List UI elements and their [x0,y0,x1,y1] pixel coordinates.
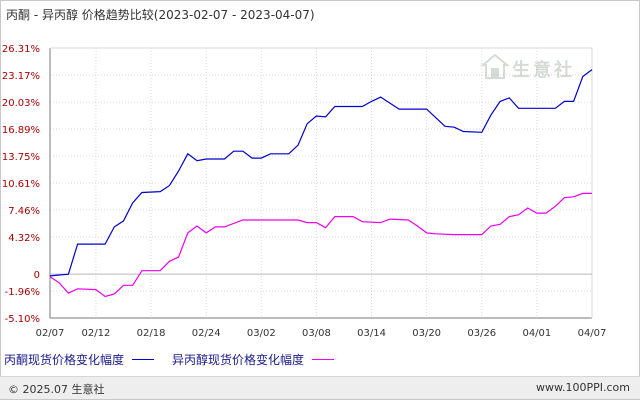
x-tick-label: 02/07 [36,328,65,339]
house-logo-icon [480,53,510,79]
y-tick-label: 16.89% [2,125,40,136]
axes [49,47,593,319]
y-tick-label: -1.96% [5,287,40,298]
x-tick-label: 03/26 [467,328,496,339]
y-tick-label: 7.46% [8,206,40,217]
y-tick-label: 4.32% [8,233,40,244]
x-tick-label: 03/08 [302,328,331,339]
y-tick-label: 23.17% [2,71,40,82]
series-lines [49,69,593,298]
x-tick-label: 04/01 [522,328,551,339]
legend-swatch-series2 [312,358,335,360]
series-line-2 [49,192,592,298]
x-tick-label: 02/24 [192,328,221,339]
x-tick-label: 02/18 [137,328,166,339]
y-tick-label: 10.61% [2,179,40,190]
watermark-text: 生意社 [512,60,575,81]
y-tick-label: 20.03% [2,98,40,109]
legend: 丙酮现货价格变化幅度 异丙醇现货价格变化幅度 [4,350,352,368]
x-tick-label: 03/14 [357,328,386,339]
watermark-logo: 生意社 [480,52,590,82]
legend-item-series2: 异丙醇现货价格变化幅度 [172,351,335,368]
x-tick-label: 04/07 [578,328,607,339]
grid-lines [49,47,593,319]
x-tick-label: 03/20 [412,328,441,339]
y-tick-labels: 26.31% 23.17% 20.03% 16.89% 13.75% 10.61% 7.46… [2,44,40,325]
series-line-1 [49,69,593,277]
chart-title: 丙酮 - 异丙醇 价格趋势比较(2023-02-07 - 2023-04-07) [6,8,315,22]
footer-copyright: © 2025.07 生意社 [8,383,105,396]
x-tick-label: 03/02 [247,328,276,339]
legend-item-series1: 丙酮现货价格变化幅度 [4,351,155,368]
x-tick-labels: 02/07 02/12 02/18 02/24 03/02 03/08 03/14 03/20… [36,328,607,339]
footer-bar: © 2025.07 生意社 www.100PPI.com [0,376,640,399]
y-tick-label: 13.75% [2,152,40,163]
legend-swatch-series1 [132,358,155,360]
legend-label-series2: 异丙醇现货价格变化幅度 [172,352,305,367]
x-tick-label: 02/12 [82,328,111,339]
y-tick-label: -5.10% [5,314,40,325]
y-tick-label: 0 [34,270,40,281]
footer-url[interactable]: www.100PPI.com [536,381,630,394]
y-tick-label: 26.31% [2,44,40,55]
legend-label-series1: 丙酮现货价格变化幅度 [4,352,125,367]
